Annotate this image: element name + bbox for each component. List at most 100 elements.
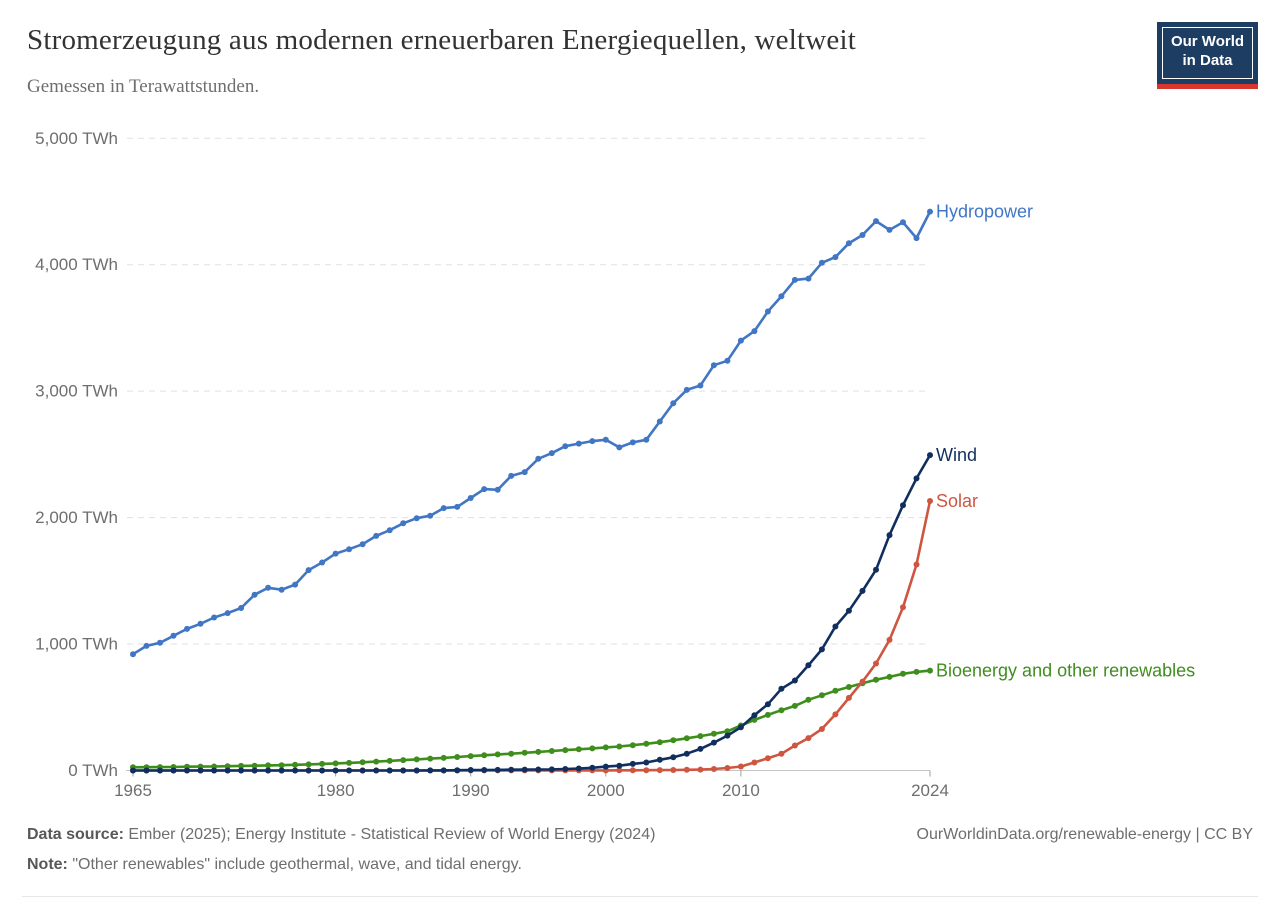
point-wind-2015 [805, 662, 812, 669]
point-hydropower-1992 [494, 486, 501, 493]
point-wind-1998 [575, 765, 582, 772]
point-hydropower-2002 [629, 439, 636, 446]
point-hydropower-2007 [697, 382, 704, 389]
point-hydropower-2019 [859, 232, 866, 238]
point-bioenergy-other-renewables-1995 [535, 748, 542, 755]
point-hydropower-1967 [157, 639, 163, 646]
y-axis-label-1000: 1,000 TWh [35, 635, 118, 654]
point-bioenergy-other-renewables-1973 [238, 762, 245, 769]
attribution-link[interactable]: OurWorldinData.org/renewable-energy | CC… [916, 826, 1253, 843]
point-hydropower-1974 [251, 591, 258, 598]
point-bioenergy-other-renewables-1979 [319, 760, 326, 767]
point-hydropower-2013 [778, 293, 785, 300]
point-hydropower-2015 [805, 275, 812, 282]
point-wind-1982 [359, 767, 366, 774]
point-solar-2018 [845, 694, 852, 701]
point-wind-1985 [400, 767, 407, 774]
point-wind-2002 [629, 760, 636, 767]
note-line: Note: "Other renewables" include geother… [27, 856, 522, 874]
point-wind-1988 [440, 767, 447, 774]
point-wind-2005 [670, 754, 677, 761]
point-wind-2008 [710, 739, 717, 746]
line-bioenergy-other-renewables [131, 669, 932, 769]
point-hydropower-2012 [764, 308, 771, 315]
point-bioenergy-other-renewables-1986 [413, 756, 420, 763]
point-wind-1986 [413, 767, 420, 774]
point-wind-1990 [467, 767, 474, 773]
owid-logo[interactable]: Our World in Data [1157, 22, 1258, 89]
point-hydropower-1981 [346, 546, 353, 553]
note-text: "Other renewables" include geothermal, w… [72, 856, 522, 873]
point-solar-2011 [751, 759, 758, 766]
chart-subtitle: Gemessen in Terawattstunden. [27, 76, 260, 97]
point-wind-2012 [764, 701, 771, 708]
point-hydropower-2005 [670, 400, 677, 407]
point-wind-1989 [454, 767, 461, 774]
point-wind-1993 [508, 766, 515, 773]
data-source-text: Ember (2025); Energy Institute - Statist… [128, 826, 656, 843]
point-solar-2023 [913, 561, 920, 568]
point-solar-2014 [791, 742, 798, 749]
point-wind-2023 [913, 475, 920, 482]
point-hydropower-2024 [927, 208, 933, 215]
point-bioenergy-other-renewables-2009 [724, 728, 731, 735]
owid-logo-red-bar [1157, 83, 1258, 89]
point-solar-2009 [724, 765, 731, 771]
point-hydropower-2011 [751, 328, 758, 335]
point-bioenergy-other-renewables-1980 [332, 760, 339, 767]
point-bioenergy-other-renewables-2015 [805, 696, 812, 703]
y-axis-label-4000: 4,000 TWh [35, 255, 118, 274]
point-solar-2008 [710, 766, 717, 772]
point-wind-2021 [886, 532, 893, 539]
point-bioenergy-other-renewables-1989 [454, 754, 461, 760]
point-bioenergy-other-renewables-2002 [629, 742, 636, 749]
point-wind-1991 [481, 767, 488, 773]
point-hydropower-1979 [319, 559, 326, 566]
owid-logo-line2: in Data [1182, 51, 1233, 69]
point-solar-2022 [900, 604, 906, 611]
point-hydropower-1966 [143, 642, 150, 649]
point-bioenergy-other-renewables-1983 [373, 758, 380, 765]
point-bioenergy-other-renewables-1976 [278, 762, 285, 769]
point-wind-1975 [265, 767, 272, 774]
x-axis-label-1965: 1965 [114, 781, 152, 800]
point-wind-1999 [589, 764, 596, 771]
point-hydropower-1984 [386, 527, 393, 534]
point-bioenergy-other-renewables-2008 [710, 730, 717, 737]
point-hydropower-2006 [683, 386, 690, 393]
point-hydropower-2023 [913, 235, 920, 242]
point-solar-2010 [737, 763, 744, 770]
point-solar-2013 [778, 750, 785, 757]
owid-logo-line1: Our World [1170, 33, 1245, 50]
point-hydropower-1965 [130, 651, 136, 658]
point-wind-1968 [170, 767, 177, 774]
point-hydropower-2010 [737, 337, 744, 344]
point-wind-2011 [751, 712, 758, 719]
point-hydropower-2014 [791, 276, 798, 283]
point-bioenergy-other-renewables-2005 [670, 737, 677, 744]
point-bioenergy-other-renewables-2021 [886, 673, 893, 680]
point-bioenergy-other-renewables-2023 [913, 668, 920, 675]
point-wind-1994 [521, 766, 528, 773]
point-hydropower-1972 [224, 610, 231, 617]
point-wind-1983 [373, 767, 380, 774]
point-bioenergy-other-renewables-2003 [643, 740, 650, 747]
point-bioenergy-other-renewables-2001 [616, 743, 623, 750]
point-hydropower-1987 [427, 512, 434, 519]
point-bioenergy-other-renewables-2013 [778, 707, 785, 714]
point-solar-2015 [805, 735, 812, 742]
y-axis-label-5000: 5,000 TWh [35, 129, 118, 148]
y-axis-label-3000: 3,000 TWh [35, 382, 118, 401]
point-wind-2019 [859, 587, 866, 594]
point-bioenergy-other-renewables-1988 [440, 754, 447, 761]
point-wind-2007 [697, 745, 704, 752]
point-bioenergy-other-renewables-2017 [832, 687, 839, 694]
point-hydropower-1986 [413, 515, 420, 522]
point-wind-1970 [197, 767, 204, 774]
x-axis-label-1980: 1980 [317, 781, 355, 800]
series-label-wind: Wind [936, 445, 977, 465]
point-wind-2013 [778, 685, 785, 692]
owid-logo-text: Our World in Data [1162, 27, 1253, 79]
x-axis-label-2000: 2000 [587, 781, 625, 800]
